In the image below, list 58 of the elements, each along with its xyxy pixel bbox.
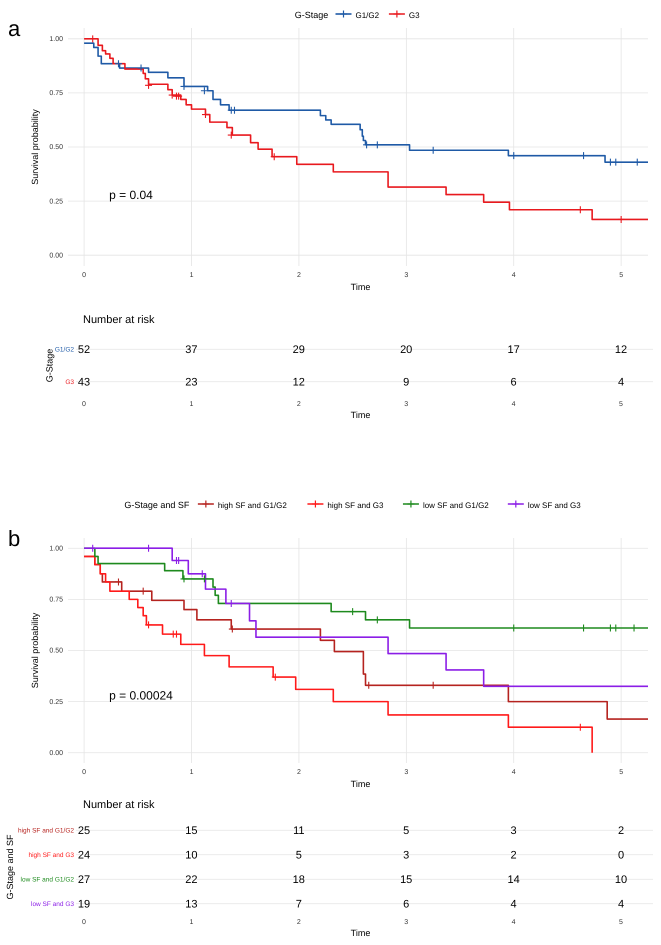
annotation: p = 0.04 (109, 188, 154, 202)
text: b (8, 526, 20, 551)
text: a (8, 16, 21, 41)
y-axis-title: G-Stage and SF (4, 834, 15, 900)
data-label: 27 (78, 874, 90, 886)
chart-title: Number at risk (83, 314, 156, 326)
data-label: 3 (510, 825, 517, 838)
data-label: 7 (296, 898, 302, 911)
x-axis-title: Time (350, 928, 370, 938)
legend-label: low SF and G3 (528, 501, 582, 510)
data-label: 2 (510, 850, 517, 862)
data-label: 4 (618, 376, 624, 389)
legend-title: G-Stage and SF (124, 500, 190, 510)
data-label: 14 (507, 874, 520, 886)
legend-label: high SF and G1/G2 (218, 501, 288, 510)
data-label: 0 (618, 850, 624, 862)
data-label: 12 (292, 376, 305, 389)
data-label: 19 (78, 898, 90, 911)
annotation: p = 0.00024 (109, 688, 174, 703)
legend-label: G3 (408, 11, 420, 20)
legend-label: high SF and G3 (327, 501, 384, 510)
data-label: 3 (403, 850, 410, 862)
data-label: 5 (296, 850, 302, 862)
data-label: 15 (400, 874, 412, 886)
x-axis-title: Time (350, 282, 370, 292)
y-axis-title: G-Stage (44, 348, 54, 382)
data-label: 5 (403, 825, 410, 838)
data-label: 17 (507, 344, 520, 356)
data-label: 37 (185, 344, 198, 356)
data-label: 9 (403, 376, 410, 389)
legend-label: low SF and G1/G2 (422, 501, 490, 510)
legend-label: G1/G2 (356, 11, 380, 20)
data-label: 10 (185, 850, 198, 862)
data-label: 10 (614, 874, 628, 886)
data-label: 52 (78, 344, 90, 356)
data-label: 20 (400, 344, 412, 356)
y-axis-title: Survival probability (30, 108, 40, 185)
data-label: 6 (510, 376, 517, 389)
data-label: 4 (510, 898, 517, 911)
chart-title: Number at risk (83, 799, 156, 811)
data-label: 25 (78, 825, 90, 838)
data-label: 15 (185, 825, 198, 838)
data-label: 18 (292, 874, 305, 886)
x-axis-title: Time (350, 410, 370, 420)
data-label: 4 (618, 898, 624, 911)
data-label: 6 (403, 898, 410, 911)
data-label: 13 (185, 898, 198, 911)
data-label: 11 (293, 825, 305, 838)
data-label: 43 (78, 376, 90, 389)
data-label: 29 (292, 344, 305, 356)
legend-title: G-Stage (294, 10, 328, 20)
data-label: 23 (185, 376, 198, 389)
data-label: 22 (185, 874, 198, 886)
x-axis-title: Time (350, 779, 370, 789)
data-label: 2 (618, 825, 624, 838)
data-label: 12 (614, 344, 628, 356)
y-axis-title: Survival probability (30, 612, 40, 688)
data-label: 24 (78, 850, 90, 862)
